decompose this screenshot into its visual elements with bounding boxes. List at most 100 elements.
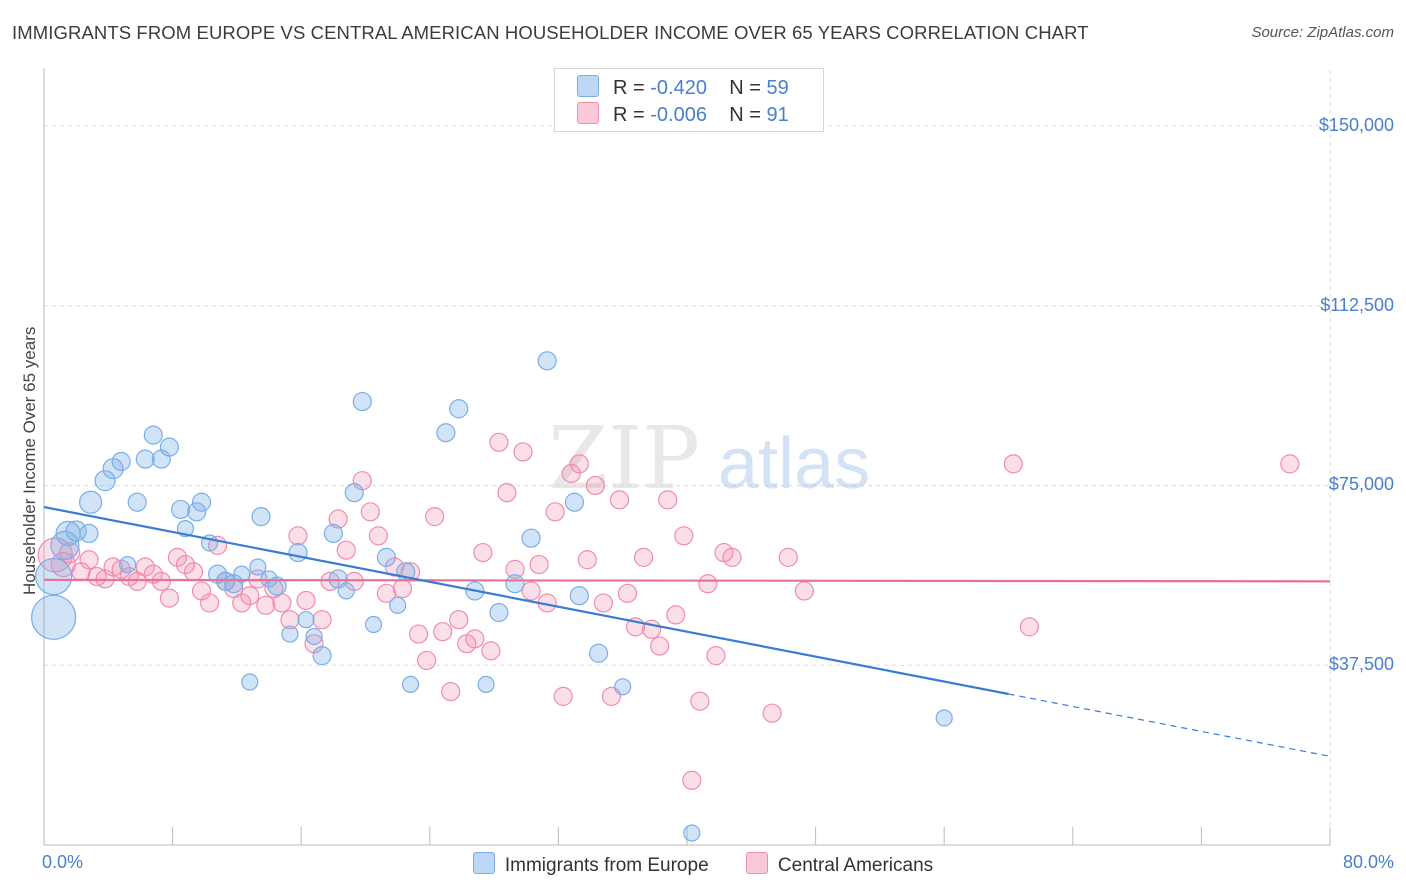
- central-point: [143, 564, 163, 584]
- central-point: [167, 547, 188, 567]
- central-point: [312, 610, 332, 630]
- europe-point: [588, 643, 609, 663]
- central-point: [441, 681, 461, 702]
- y-tick-label: $150,000: [1318, 114, 1394, 135]
- europe-point: [135, 449, 155, 469]
- central-point: [762, 703, 782, 723]
- europe-point: [143, 425, 163, 445]
- central-point: [449, 610, 469, 630]
- central-point: [320, 571, 340, 591]
- central-point: [360, 502, 380, 522]
- central-point: [127, 571, 147, 591]
- central-point: [59, 541, 81, 564]
- europe-point: [187, 502, 207, 522]
- central-swatch: [577, 102, 599, 124]
- central-point: [1280, 454, 1300, 474]
- europe-trend-extension: [1008, 693, 1331, 757]
- europe-point: [364, 615, 383, 634]
- central-point: [778, 547, 798, 567]
- central-point: [408, 624, 429, 644]
- europe-trend-line: [43, 505, 1009, 696]
- europe-point: [233, 565, 251, 583]
- central-point: [706, 646, 726, 666]
- europe-point: [241, 673, 259, 691]
- legend-label-europe: Immigrants from Europe: [504, 855, 709, 876]
- central-point: [650, 636, 670, 656]
- central-point: [416, 650, 437, 671]
- europe-swatch: [577, 75, 599, 97]
- central-point: [1019, 617, 1039, 637]
- europe-point: [305, 627, 323, 646]
- europe-point: [323, 523, 343, 544]
- europe-point: [118, 555, 137, 574]
- central-point: [288, 526, 308, 546]
- n-label: N =: [729, 104, 761, 126]
- europe-point: [251, 507, 271, 527]
- correlation-legend: R = -0.420 N = 59 R = -0.006 N = 91: [554, 68, 824, 132]
- europe-point: [191, 492, 212, 512]
- central-point: [199, 593, 220, 613]
- central-point: [481, 641, 501, 661]
- europe-point: [564, 492, 585, 512]
- n-value: 91: [766, 104, 789, 126]
- r-value: -0.420: [650, 77, 707, 99]
- x-tick-max: 80.0%: [1342, 852, 1394, 872]
- central-point: [433, 622, 453, 642]
- europe-point: [216, 571, 236, 591]
- europe-point: [127, 492, 147, 512]
- europe-point: [935, 709, 953, 727]
- legend-item-europe: Immigrants from Europe: [472, 852, 709, 877]
- central-point: [794, 581, 814, 601]
- central-point: [505, 559, 525, 579]
- europe-point: [249, 558, 267, 576]
- central-point: [569, 454, 589, 474]
- central-point: [151, 571, 171, 591]
- europe-point: [344, 483, 364, 503]
- watermark-atlas: atlas: [718, 424, 870, 504]
- central-point: [658, 490, 678, 510]
- legend-row-europe: R = -0.420 N = 59: [577, 75, 789, 99]
- europe-point: [281, 625, 299, 643]
- legend-item-central: Central Americans: [745, 852, 934, 877]
- europe-point: [614, 678, 632, 696]
- europe-point: [31, 594, 77, 640]
- europe-point: [79, 490, 103, 514]
- trend-lines: [43, 505, 1331, 757]
- legend-row-central: R = -0.006 N = 91: [577, 102, 789, 126]
- europe-point: [79, 523, 99, 544]
- central-point: [633, 547, 654, 567]
- central-trend-line: [43, 578, 1331, 583]
- europe-point: [65, 520, 87, 542]
- europe-point: [208, 564, 228, 584]
- central-point: [328, 509, 348, 529]
- central-point: [175, 554, 196, 575]
- central-point: [280, 610, 300, 630]
- y-tick-label: $112,500: [1320, 294, 1394, 315]
- chart-title: IMMIGRANTS FROM EUROPE VS CENTRAL AMERIC…: [12, 22, 1089, 43]
- europe-point: [260, 570, 278, 588]
- r-label: R =: [613, 77, 645, 99]
- central-point: [617, 583, 638, 603]
- europe-point: [683, 824, 701, 842]
- central-point: [368, 526, 388, 546]
- europe-point: [569, 586, 589, 606]
- central-point: [666, 605, 686, 625]
- y-tick-label: $37,500: [1328, 654, 1394, 675]
- central-point: [513, 442, 533, 462]
- central-point: [682, 770, 702, 790]
- europe-swatch: [472, 852, 495, 874]
- europe-point: [288, 542, 308, 563]
- central-point: [1003, 454, 1023, 474]
- central-point: [489, 432, 509, 452]
- central-point: [521, 581, 541, 601]
- europe-point: [537, 351, 557, 371]
- central-point: [561, 463, 581, 484]
- legend-label-central: Central Americans: [777, 855, 934, 876]
- central-point: [585, 475, 605, 496]
- europe-point: [436, 423, 456, 443]
- central-point: [545, 502, 565, 522]
- central-point: [296, 590, 316, 611]
- europe-point: [94, 470, 116, 492]
- n-label: N =: [729, 77, 761, 99]
- europe-point: [267, 576, 287, 596]
